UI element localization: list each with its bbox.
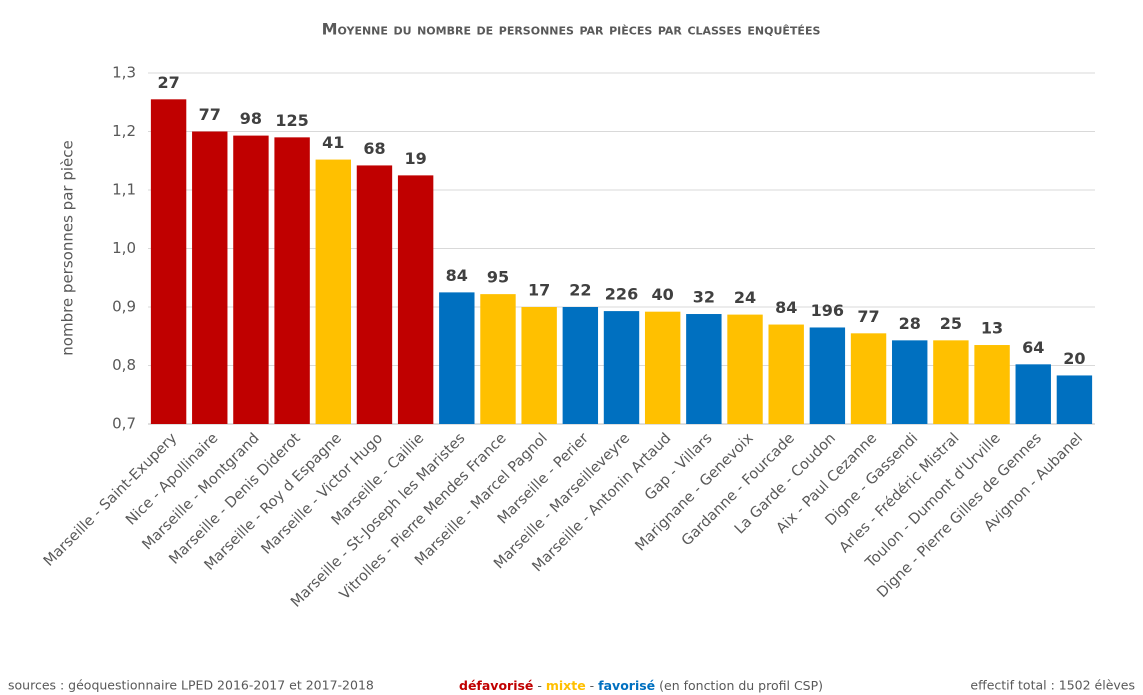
source: sources : géoquestionnaire LPED 2016-201…: [8, 678, 374, 693]
bar: [1015, 364, 1051, 424]
bar: [192, 131, 228, 424]
count-label: 64: [1022, 338, 1044, 357]
count-label: 40: [652, 285, 674, 304]
bar: [233, 135, 269, 424]
count-label: 20: [1063, 349, 1085, 368]
count-label: 32: [693, 288, 715, 307]
legend-separator: -: [586, 678, 598, 693]
bar: [603, 311, 640, 424]
count-label: 19: [404, 149, 426, 168]
bar: [274, 137, 310, 424]
count-label: 25: [940, 314, 962, 333]
count-label: 13: [981, 319, 1003, 338]
bar: [562, 307, 599, 424]
y-tick-label: 1,0: [112, 239, 136, 257]
bar: [933, 340, 969, 424]
y-tick-label: 0,7: [112, 415, 136, 433]
bar: [644, 311, 681, 424]
bar: [892, 340, 928, 424]
count-label: 24: [734, 288, 756, 307]
count-label: 68: [363, 139, 385, 158]
count-label: 84: [775, 298, 797, 317]
bar: [1056, 375, 1093, 424]
count-label: 84: [446, 266, 468, 285]
legend: défavorisé - mixte - favorisé (en foncti…: [459, 678, 823, 693]
legend-separator: -: [533, 678, 545, 693]
bar: [809, 327, 846, 424]
legend-note: (en fonction du profil CSP): [655, 678, 823, 693]
count-label: 196: [811, 301, 844, 320]
count-label: 17: [528, 281, 550, 300]
count-label: 95: [487, 268, 509, 287]
bar: [480, 294, 516, 424]
count-label: 77: [199, 105, 221, 124]
count-label: 125: [275, 111, 308, 130]
bar: [768, 324, 804, 424]
count-label: 27: [157, 73, 179, 92]
bar: [356, 165, 393, 424]
count-label: 22: [569, 281, 591, 300]
legend-entry: mixte: [546, 678, 586, 693]
legend-entry: favorisé: [598, 678, 655, 693]
y-tick-label: 0,8: [112, 356, 136, 374]
y-tick-label: 1,1: [112, 181, 136, 199]
count-label: 41: [322, 133, 344, 152]
bar: [315, 159, 351, 424]
bar: [521, 307, 557, 424]
bar: [397, 175, 434, 424]
count-label: 77: [857, 307, 879, 326]
y-axis-label: nombre personnes par pièce: [59, 140, 77, 355]
count-label: 28: [899, 314, 921, 333]
y-tick-label: 1,2: [112, 122, 136, 140]
count-label: 98: [240, 109, 262, 128]
chart-title: Moyenne du nombre de personnes par pièce…: [322, 20, 821, 39]
bar: [974, 345, 1010, 424]
bar: [439, 292, 475, 424]
count-label: 226: [605, 285, 638, 304]
total: effectif total : 1502 élèves: [970, 678, 1135, 693]
bar: [850, 333, 887, 424]
y-tick-label: 1,3: [112, 64, 136, 82]
bar: [727, 314, 763, 424]
y-tick-label: 0,9: [112, 298, 136, 316]
bar: [150, 99, 187, 424]
legend-entry: défavorisé: [459, 678, 533, 693]
bar: [686, 314, 722, 424]
